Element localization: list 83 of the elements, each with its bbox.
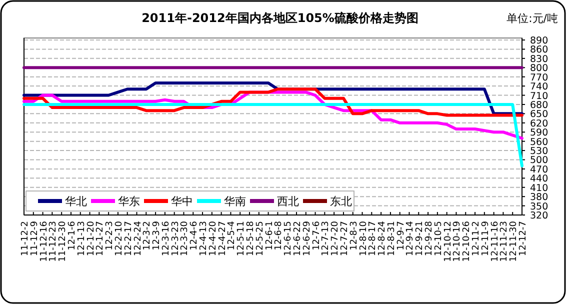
- y-tick-label: 830: [530, 54, 548, 65]
- x-tick-label: 12-8-31: [386, 221, 397, 256]
- x-tick-label: 12-2-17: [124, 221, 134, 256]
- y-tick-label: 770: [530, 72, 548, 84]
- x-tick-label: 12-8-17: [368, 221, 378, 256]
- x-tick-label: 11-12-30: [58, 220, 68, 262]
- y-tick-label: 560: [530, 136, 548, 148]
- text: 单位:元/吨: [506, 12, 558, 25]
- y-tick-label: 350: [530, 201, 548, 212]
- x-tick-label: 12-9-14: [406, 220, 416, 256]
- x-tick-label: 11-12-9: [30, 220, 40, 256]
- x-tick-label: 12-5-4: [227, 220, 238, 250]
- legend-label: 华东: [118, 195, 140, 208]
- y-tick-label: 410: [530, 182, 548, 194]
- x-tick-label: 12-5-25: [255, 221, 266, 256]
- y-tick-label: 890: [530, 36, 548, 46]
- x-tick-label: 11-12-2: [20, 221, 30, 256]
- chart-title: 2011年-2012年国内各地区105%硫酸价格走势图: [142, 11, 418, 25]
- x-tick-label: 12-3-16: [161, 220, 172, 256]
- x-tick-label: 12-3-30: [180, 220, 190, 256]
- x-tick-label: 12-1-13: [76, 221, 87, 256]
- x-tick-label: 12-1-6: [67, 220, 78, 250]
- y-tick-label: 650: [530, 109, 548, 120]
- x-tick-label: 12-5-11: [236, 221, 247, 256]
- x-tick-label: 12-1-20: [86, 220, 96, 256]
- legend-label: 华南: [224, 195, 246, 208]
- x-tick-label: 12-6-15: [284, 221, 294, 256]
- legend-label: 华北: [65, 195, 87, 208]
- y-tick-label: 800: [530, 63, 548, 74]
- y-tick-label: 740: [530, 82, 548, 93]
- x-tick-label: 12-3-23: [170, 221, 181, 256]
- x-tick-label: 12-10-5: [434, 221, 444, 256]
- x-tick-label: 12-4-27: [218, 221, 228, 256]
- x-tick-label: 12-4-20: [208, 220, 218, 256]
- x-tick-label: 12-9-7: [396, 221, 406, 250]
- y-tick-label: 440: [530, 174, 548, 185]
- x-tick-label: 12-8-10: [358, 220, 369, 256]
- x-tick-label: 11-12-23: [48, 221, 59, 262]
- x-tick-label: 12-6-22: [292, 221, 303, 256]
- x-tick-label: 12-7-13: [321, 221, 332, 256]
- x-tick-label: 12-10-19: [452, 220, 463, 262]
- x-tick-label: 12-7-6: [312, 220, 322, 250]
- y-tick-label: 620: [530, 118, 548, 130]
- x-tick-label: 12-11-2: [472, 221, 482, 256]
- x-tick-label: 12-3-2: [142, 221, 153, 250]
- x-tick-label: 12-12-7: [518, 221, 528, 256]
- x-tick-label: 12-4-6: [190, 220, 200, 250]
- y-tick-label: 860: [530, 44, 548, 56]
- x-tick-label: 12-7-27: [340, 221, 350, 256]
- x-tick-label: 12-2-24: [133, 220, 144, 256]
- x-tick-label: 12-11-30: [509, 220, 520, 262]
- x-tick-label: 12-11-9: [480, 220, 491, 256]
- x-tick-label: 12-11-16: [490, 220, 500, 262]
- y-tick-label: 470: [530, 164, 548, 176]
- y-tick-label: 680: [530, 100, 548, 111]
- y-tick-label: 320: [530, 210, 548, 222]
- x-tick-label: 12-7-20: [330, 220, 341, 256]
- x-tick-label: 12-2-3: [105, 221, 116, 250]
- x-tick-label: 12-9-28: [424, 220, 435, 256]
- legend-label: 东北: [330, 195, 352, 208]
- y-tick-label: 530: [530, 146, 548, 158]
- x-tick-label: 12-10-12: [443, 221, 454, 262]
- legend-label: 西北: [277, 195, 299, 208]
- x-tick-label: 12-9-21: [415, 221, 426, 256]
- x-tick-label: 12-10-26: [462, 220, 472, 262]
- x-tick-label: 12-6-1: [264, 221, 275, 250]
- y-tick-label: 500: [530, 155, 548, 166]
- x-tick-label: 12-5-18: [246, 220, 256, 256]
- y-tick-label: 590: [530, 128, 548, 139]
- x-tick-label: 12-1-27: [96, 221, 106, 256]
- y-tick-label: 380: [530, 192, 548, 204]
- x-tick-label: 12-11-23: [500, 221, 510, 262]
- y-tick-label: 710: [530, 90, 548, 102]
- line-series: [22, 88, 524, 117]
- legend-label: 华中: [171, 195, 193, 208]
- x-tick-label: 12-3-9: [152, 220, 162, 250]
- x-tick-label: 12-2-10: [114, 220, 124, 256]
- x-tick-label: 12-8-3: [349, 221, 360, 250]
- x-tick-label: 12-6-29: [302, 220, 312, 256]
- x-tick-label: 12-6-8: [274, 220, 284, 250]
- x-tick-label: 12-8-24: [378, 220, 388, 256]
- x-tick-label: 12-4-13: [199, 221, 210, 256]
- x-tick-label: 11-12-16: [39, 220, 50, 262]
